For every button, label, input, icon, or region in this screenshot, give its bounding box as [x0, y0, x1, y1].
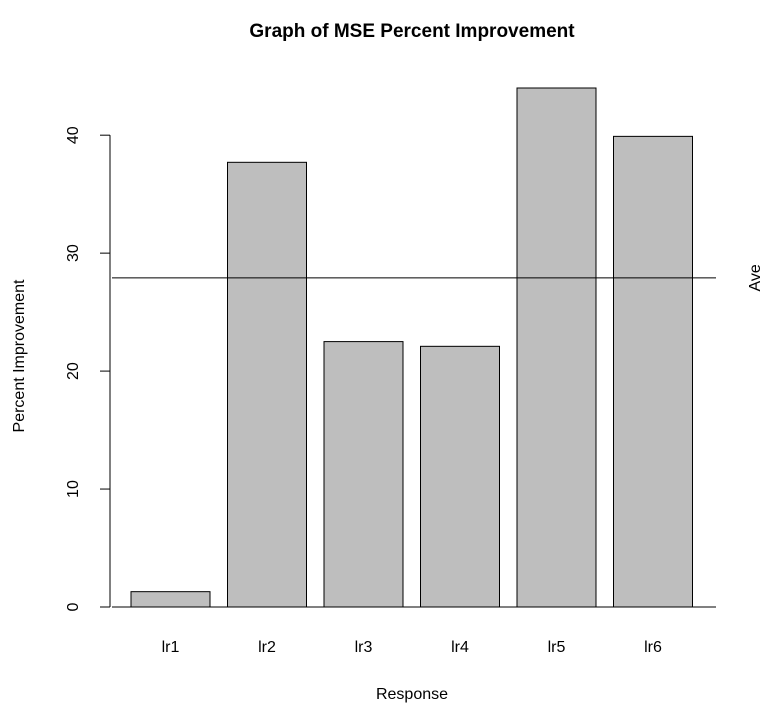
bar-lr5	[516, 87, 597, 608]
chart-title: Graph of MSE Percent Improvement	[249, 21, 575, 42]
y-tick-label: 20	[65, 362, 82, 380]
y-tick-label: 40	[65, 126, 82, 144]
x-axis-label: Response	[376, 686, 448, 703]
x-tick-label-lr4: lr4	[451, 639, 469, 656]
x-tick-label-lr5: lr5	[548, 639, 566, 656]
average-reference-label: Ave	[747, 264, 764, 291]
bar-series	[130, 87, 693, 608]
x-tick-label-lr1: lr1	[162, 639, 180, 656]
y-tick-label: 0	[65, 602, 82, 611]
x-tick-label-lr6: lr6	[644, 639, 662, 656]
bar-lr2	[227, 161, 307, 608]
y-tick-label: 10	[65, 480, 82, 498]
y-tick-label: 30	[65, 244, 82, 262]
x-tick-label-lr2: lr2	[258, 639, 276, 656]
y-axis-label: Percent Improvement	[11, 279, 28, 433]
bar-lr1	[130, 591, 211, 608]
bar-lr3	[323, 341, 404, 608]
bar-lr6	[613, 135, 693, 608]
bar-lr4	[420, 345, 500, 608]
x-tick-label-lr3: lr3	[355, 639, 373, 656]
x-tick-labels: lr1 lr2 lr3 lr4 lr5 lr6	[162, 639, 662, 656]
